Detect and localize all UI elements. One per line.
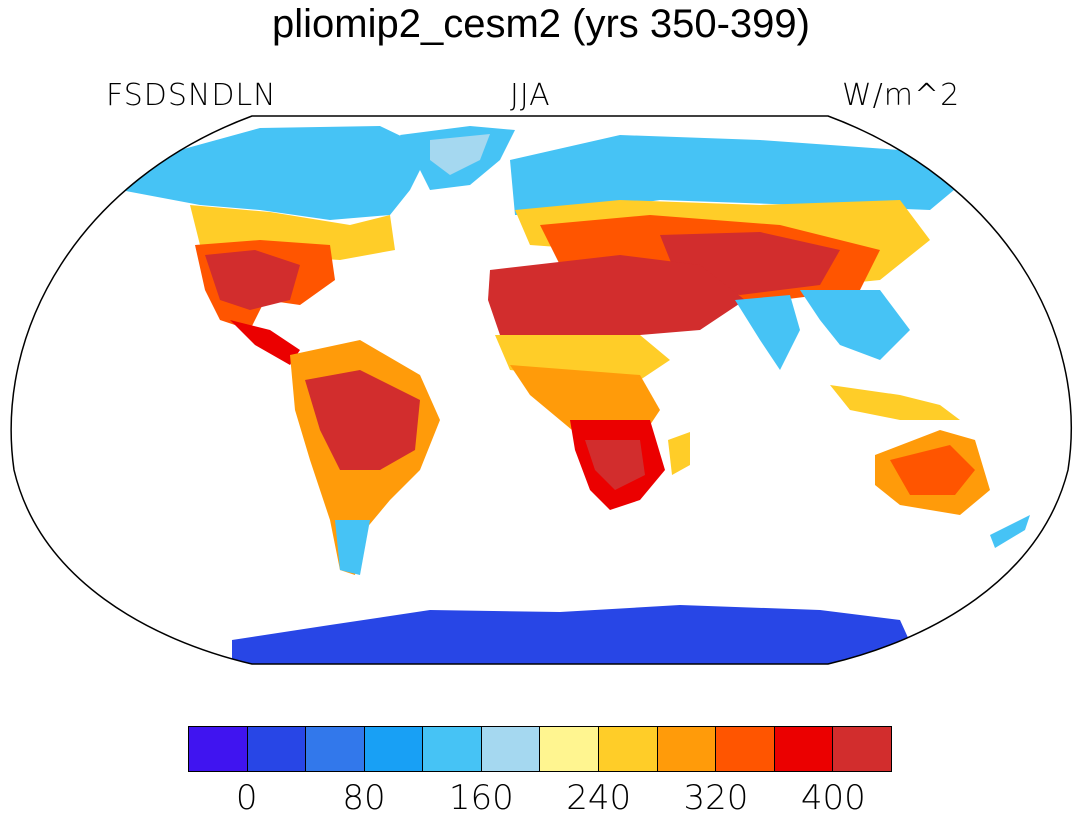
colorbar-box xyxy=(716,727,775,771)
land-fields xyxy=(110,126,1030,664)
south-america-core xyxy=(305,370,420,470)
colorbar-box xyxy=(657,727,717,771)
colorbar-box xyxy=(364,727,424,771)
colorbar-tick-label: 320 xyxy=(683,778,749,818)
colorbar-box xyxy=(481,727,541,771)
units-label: W/m^2 xyxy=(842,78,961,113)
colorbar-tick-label: 240 xyxy=(566,778,632,818)
variable-label: FSDSNDLN xyxy=(106,78,277,113)
north-america-cold xyxy=(110,126,430,220)
australia-core xyxy=(890,445,975,495)
colorbar-tick-label: 80 xyxy=(342,778,386,818)
colorbar-box xyxy=(306,727,365,771)
colorbar-box xyxy=(774,727,834,771)
greenland-ice xyxy=(430,134,490,175)
antarctica xyxy=(232,605,920,664)
colorbar-box xyxy=(247,727,307,771)
colorbar xyxy=(188,726,892,772)
colorbar-box xyxy=(833,727,891,771)
colorbar-box xyxy=(189,727,248,771)
colorbar-box xyxy=(540,727,600,771)
central-america xyxy=(230,320,300,365)
season-label: JJA xyxy=(510,78,551,113)
indonesia xyxy=(830,385,960,420)
madagascar xyxy=(668,432,690,475)
map-outline xyxy=(10,115,1072,665)
southern-africa-core xyxy=(585,440,645,490)
eurasia-north xyxy=(510,135,960,215)
south-america-south xyxy=(335,520,370,575)
colorbar-box xyxy=(423,727,482,771)
map-title: pliomip2_cesm2 (yrs 350-399) xyxy=(271,2,810,46)
sahara-arabia xyxy=(488,255,745,340)
colorbar-tick-label: 160 xyxy=(448,778,514,818)
southeast-asia xyxy=(800,290,910,360)
colorbar-box xyxy=(599,727,658,771)
colorbar-tick-label: 400 xyxy=(800,778,866,818)
new-zealand xyxy=(990,515,1030,548)
colorbar-tick-label: 0 xyxy=(235,778,258,818)
north-america-core xyxy=(205,250,300,310)
india xyxy=(735,295,800,370)
